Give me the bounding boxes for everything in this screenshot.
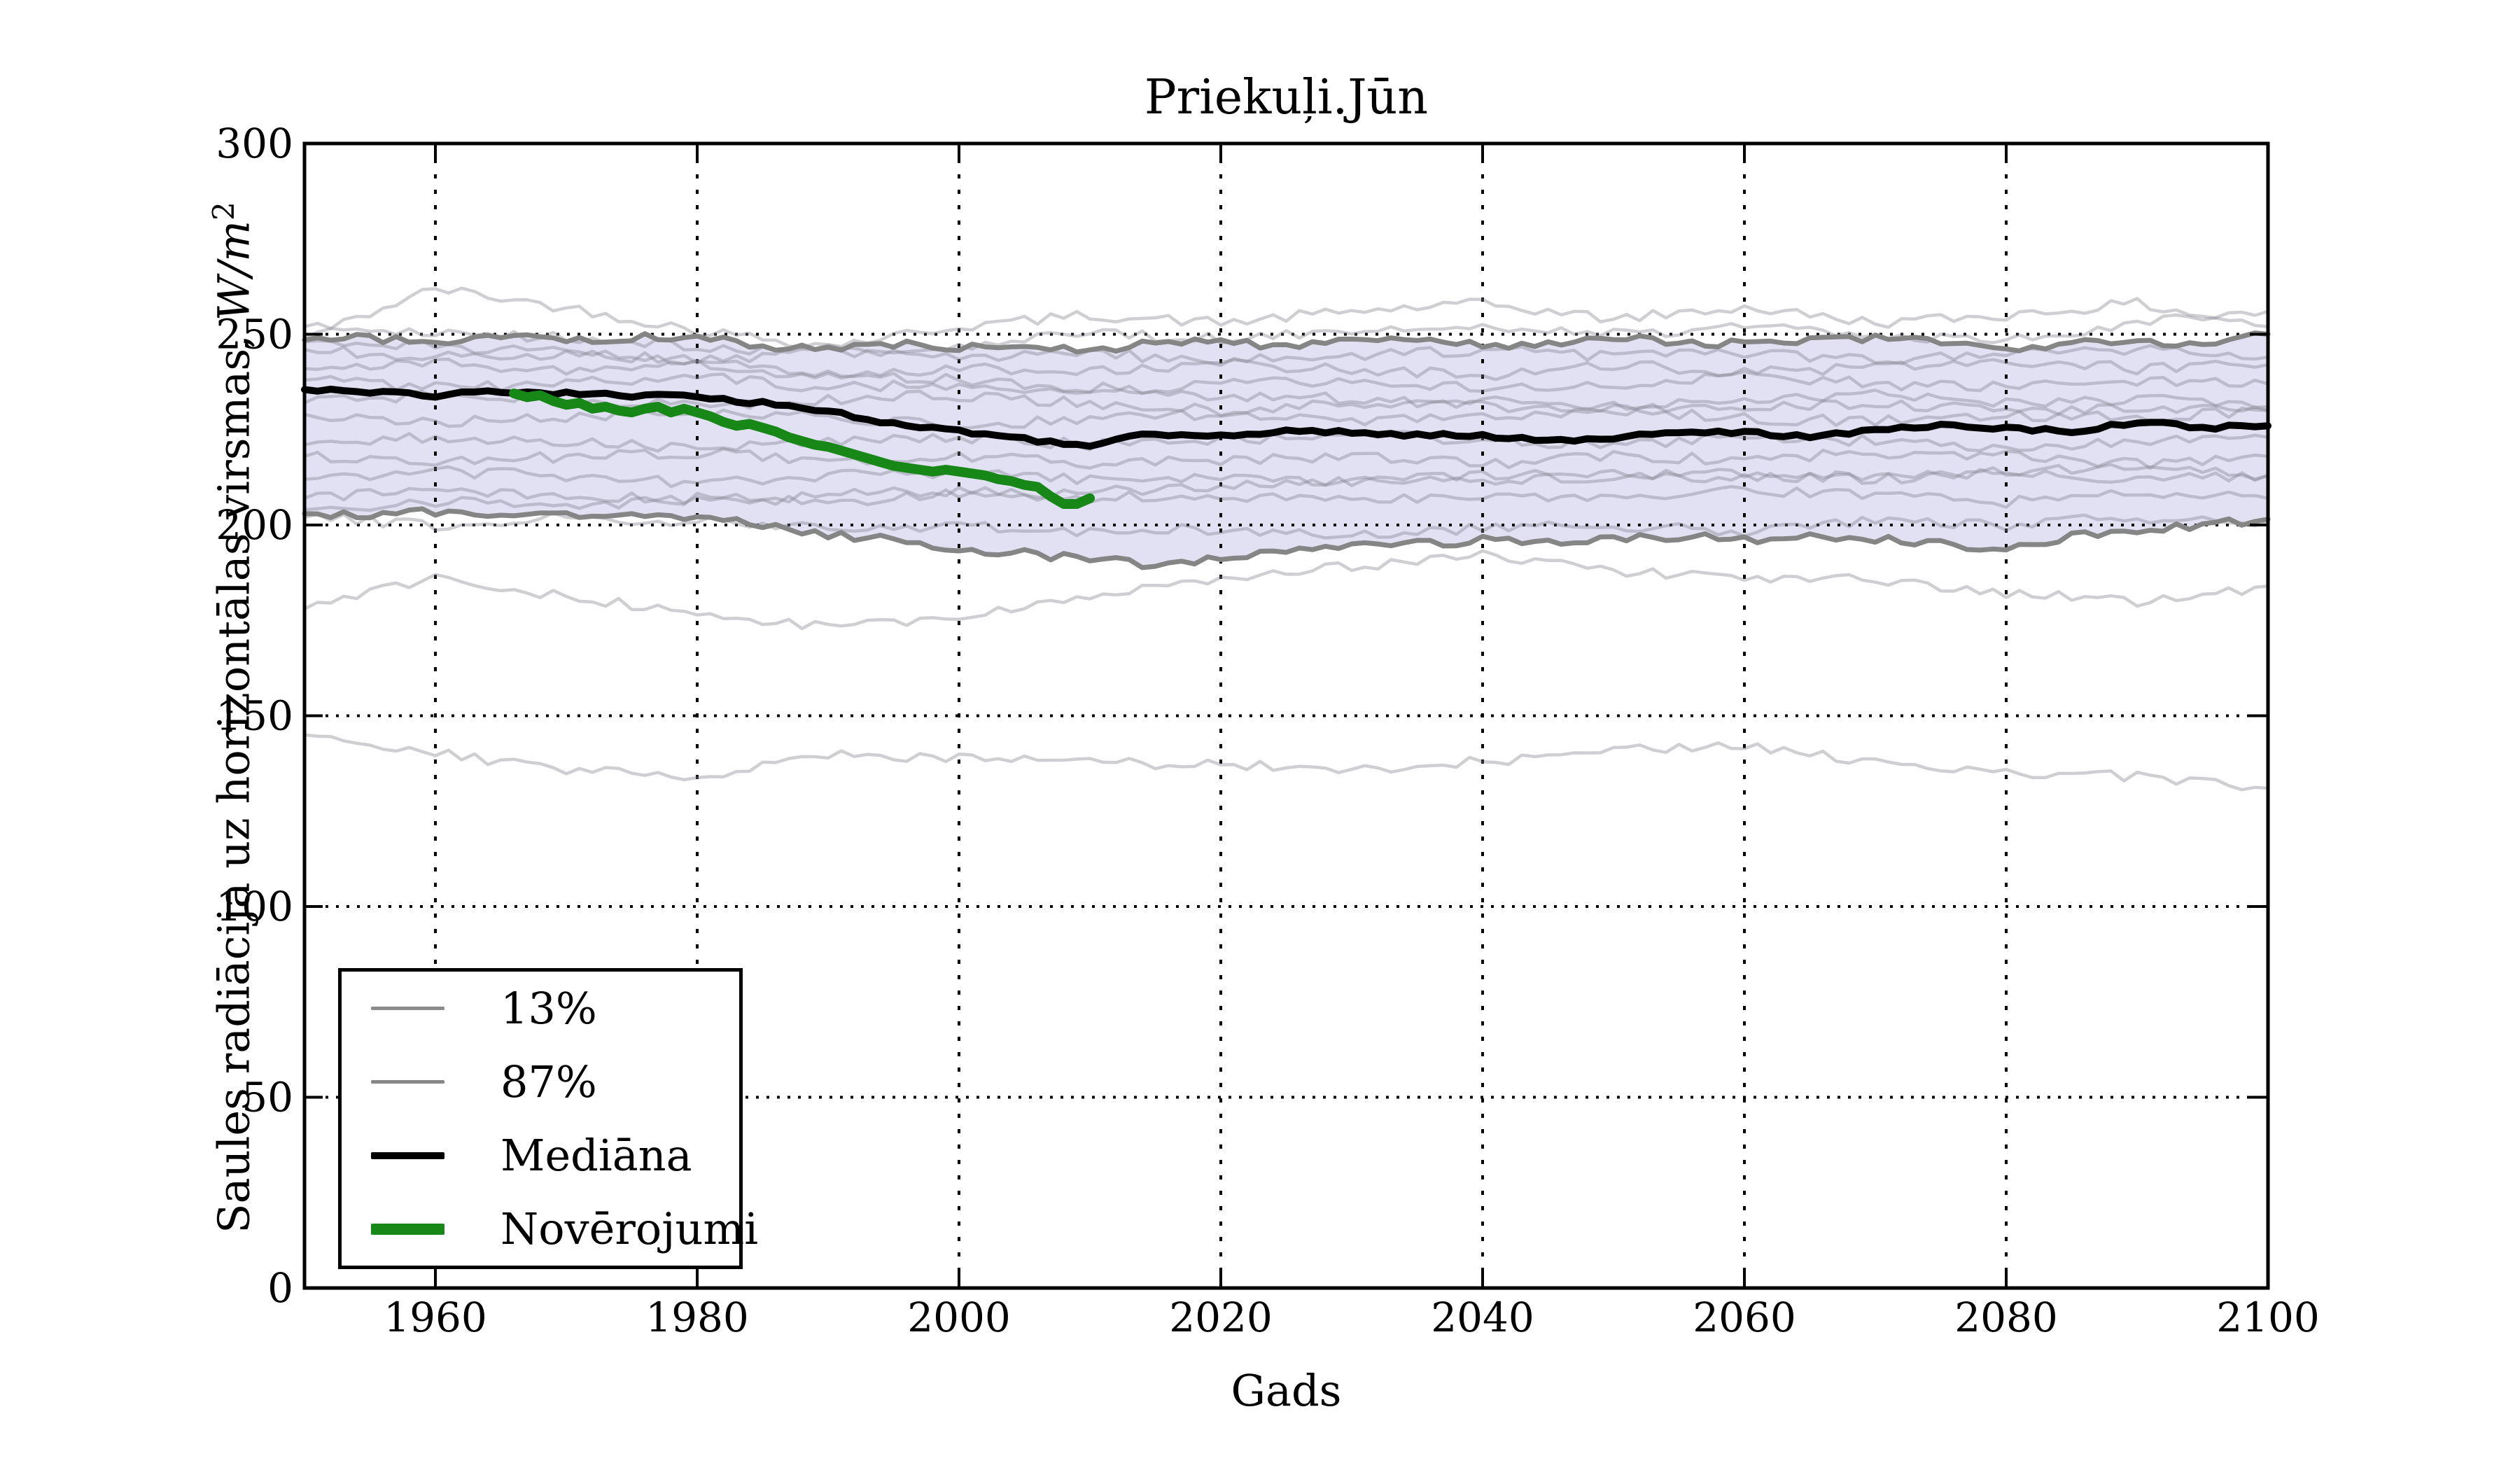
legend-label: Novērojumi xyxy=(500,1203,759,1254)
series-ensemble-6 xyxy=(302,339,2270,416)
x-tick-label: 2080 xyxy=(1954,1294,2058,1341)
legend-item-87pct: 87% xyxy=(342,1060,739,1104)
y-axis-label-sup: 2 xyxy=(206,202,241,221)
legend-item-13pct: 13% xyxy=(342,982,739,1034)
series-13pct xyxy=(302,506,2271,570)
series-ensemble-1 xyxy=(302,343,2270,368)
series-ensemble-9 xyxy=(302,465,2270,489)
legend-item-medi-na: Mediāna xyxy=(342,1129,739,1181)
y-tick-label: 200 xyxy=(216,501,293,549)
x-tick-label: 2040 xyxy=(1431,1294,1534,1341)
x-tick-label: 1980 xyxy=(645,1294,749,1341)
legend-swatch xyxy=(371,1223,444,1235)
y-axis-label: Saules radiācija uz horizontālas virsmas… xyxy=(206,202,260,1233)
y-axis-label-math: W/m xyxy=(208,220,260,321)
confidence-band xyxy=(304,332,2268,568)
series-ensemble-8 xyxy=(302,447,2270,470)
y-tick-label: 0 xyxy=(267,1264,293,1312)
x-tick-label: 2060 xyxy=(1693,1294,1796,1341)
series-ensemble-lower-2 xyxy=(302,733,2270,792)
series-ensemble-11 xyxy=(302,463,2270,512)
chart-title: Priekuļi.Jūn xyxy=(1144,70,1429,125)
y-tick-label: 300 xyxy=(216,120,293,167)
x-tick-label: 2100 xyxy=(2216,1294,2320,1341)
legend-label: 87% xyxy=(500,1056,597,1107)
y-tick-label: 150 xyxy=(216,692,293,740)
legend-swatch xyxy=(371,1080,444,1084)
series-ensemble-7 xyxy=(302,430,2270,453)
series-ensemble-2 xyxy=(302,357,2270,382)
legend-item-nov-rojumi: Novērojumi xyxy=(342,1207,758,1251)
x-tick-label: 1960 xyxy=(384,1294,487,1341)
legend: 13% 87% Mediāna Novērojumi xyxy=(338,968,758,1269)
legend-label: Mediāna xyxy=(500,1129,692,1181)
y-tick-label: 250 xyxy=(216,311,293,358)
legend-swatch xyxy=(371,1152,444,1159)
legend-swatch xyxy=(371,1007,444,1010)
legend-label: 13% xyxy=(500,982,597,1034)
x-tick-label: 2020 xyxy=(1169,1294,1273,1341)
series-ensemble-upper-1 xyxy=(302,286,2270,349)
x-axis-label: Gads xyxy=(1231,1365,1342,1416)
y-axis-label-text: Saules radiācija uz horizontālas virsmas… xyxy=(208,321,260,1233)
series-ensemble-3 xyxy=(302,370,2270,396)
series-ensemble-4 xyxy=(302,388,2270,417)
series-medi-na xyxy=(301,386,2272,450)
y-tick-label: 100 xyxy=(216,883,293,930)
series-nov-rojumi xyxy=(509,388,1095,509)
series-ensemble-lower-1 xyxy=(302,549,2270,631)
series-ensemble-12 xyxy=(302,511,2270,540)
x-tick-label: 2000 xyxy=(907,1294,1011,1341)
series-87pct xyxy=(302,330,2271,355)
y-tick-label: 50 xyxy=(241,1074,293,1121)
series-ensemble-10 xyxy=(302,484,2270,509)
